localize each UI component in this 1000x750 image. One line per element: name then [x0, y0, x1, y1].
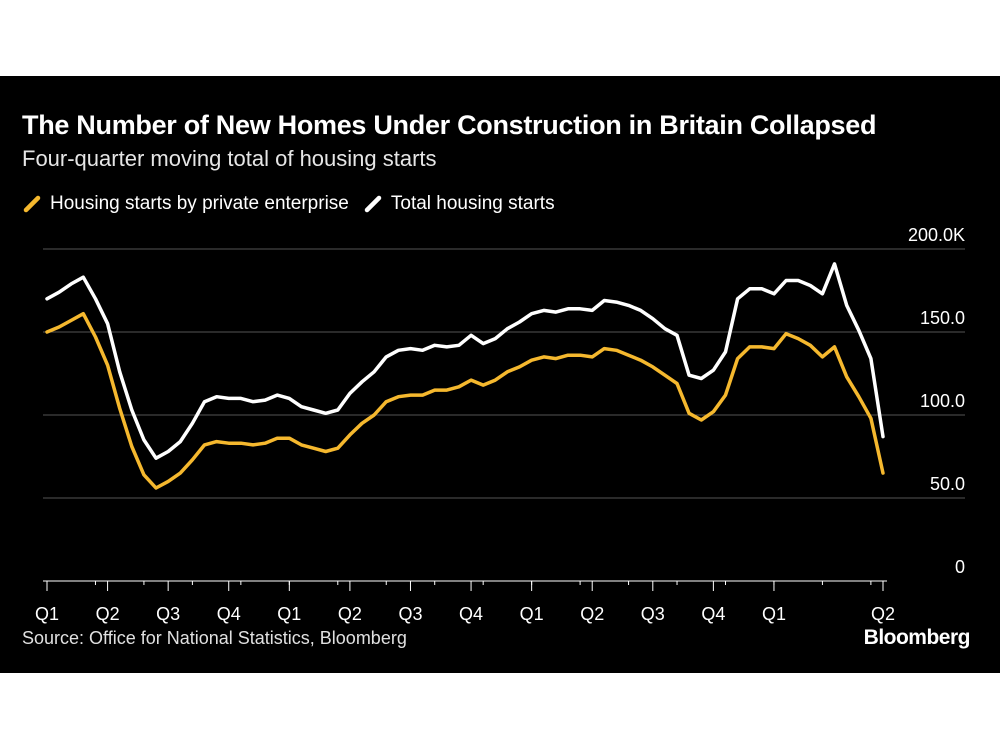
chart-panel: The Number of New Homes Under Constructi…	[0, 76, 1000, 673]
legend-swatch-total	[364, 195, 382, 213]
x-tick-label-quarter: Q1	[277, 604, 301, 624]
x-tick-label-quarter: Q4	[459, 604, 483, 624]
y-axis-labels: 0 50.0 100.0 150.0 200.0K	[908, 225, 965, 577]
y-tick-label: 50.0	[930, 474, 965, 494]
series-line-private-enterprise	[45, 311, 885, 490]
y-tick-label: 200.0K	[908, 225, 965, 245]
x-tick-label-quarter: Q2	[96, 604, 120, 624]
x-tick-label-quarter: Q1	[520, 604, 544, 624]
legend-label-total: Total housing starts	[390, 193, 555, 214]
series-line-total-housing-starts	[45, 262, 885, 460]
legend-swatch-private	[23, 195, 41, 213]
y-tick-label: 0	[955, 557, 965, 577]
x-tick-label-quarter: Q2	[580, 604, 604, 624]
x-tick-label-quarter: Q2	[871, 604, 895, 624]
y-tick-label: 100.0	[920, 391, 965, 411]
source-note: Source: Office for National Statistics, …	[22, 628, 407, 648]
x-tick-label-quarter: Q2	[338, 604, 362, 624]
x-tick-label-quarter: Q3	[156, 604, 180, 624]
x-tick-label-quarter: Q4	[701, 604, 725, 624]
legend: Housing starts by private enterprise Tot…	[22, 190, 569, 218]
chart-title: The Number of New Homes Under Constructi…	[22, 110, 877, 140]
x-tick-label-quarter: Q4	[217, 604, 241, 624]
series-lines	[45, 262, 885, 490]
legend-item-total: Total housing starts	[363, 193, 555, 215]
x-tick-label-quarter: Q3	[398, 604, 422, 624]
x-tick-label-quarter: Q1	[35, 604, 59, 624]
x-tick-label-quarter: Q1	[762, 604, 786, 624]
x-tick-label-quarter: Q3	[641, 604, 665, 624]
legend-label-private: Housing starts by private enterprise	[50, 193, 349, 214]
y-tick-label: 150.0	[920, 308, 965, 328]
chart-subtitle: Four-quarter moving total of housing sta…	[22, 146, 437, 171]
line-chart: Q12007Q22008Q32009Q42010Q12012Q22013Q320…	[35, 225, 965, 624]
x-axis: Q12007Q22008Q32009Q42010Q12012Q22013Q320…	[35, 580, 895, 624]
legend-item-private: Housing starts by private enterprise	[22, 193, 349, 215]
bloomberg-logo: Bloomberg	[863, 626, 971, 649]
